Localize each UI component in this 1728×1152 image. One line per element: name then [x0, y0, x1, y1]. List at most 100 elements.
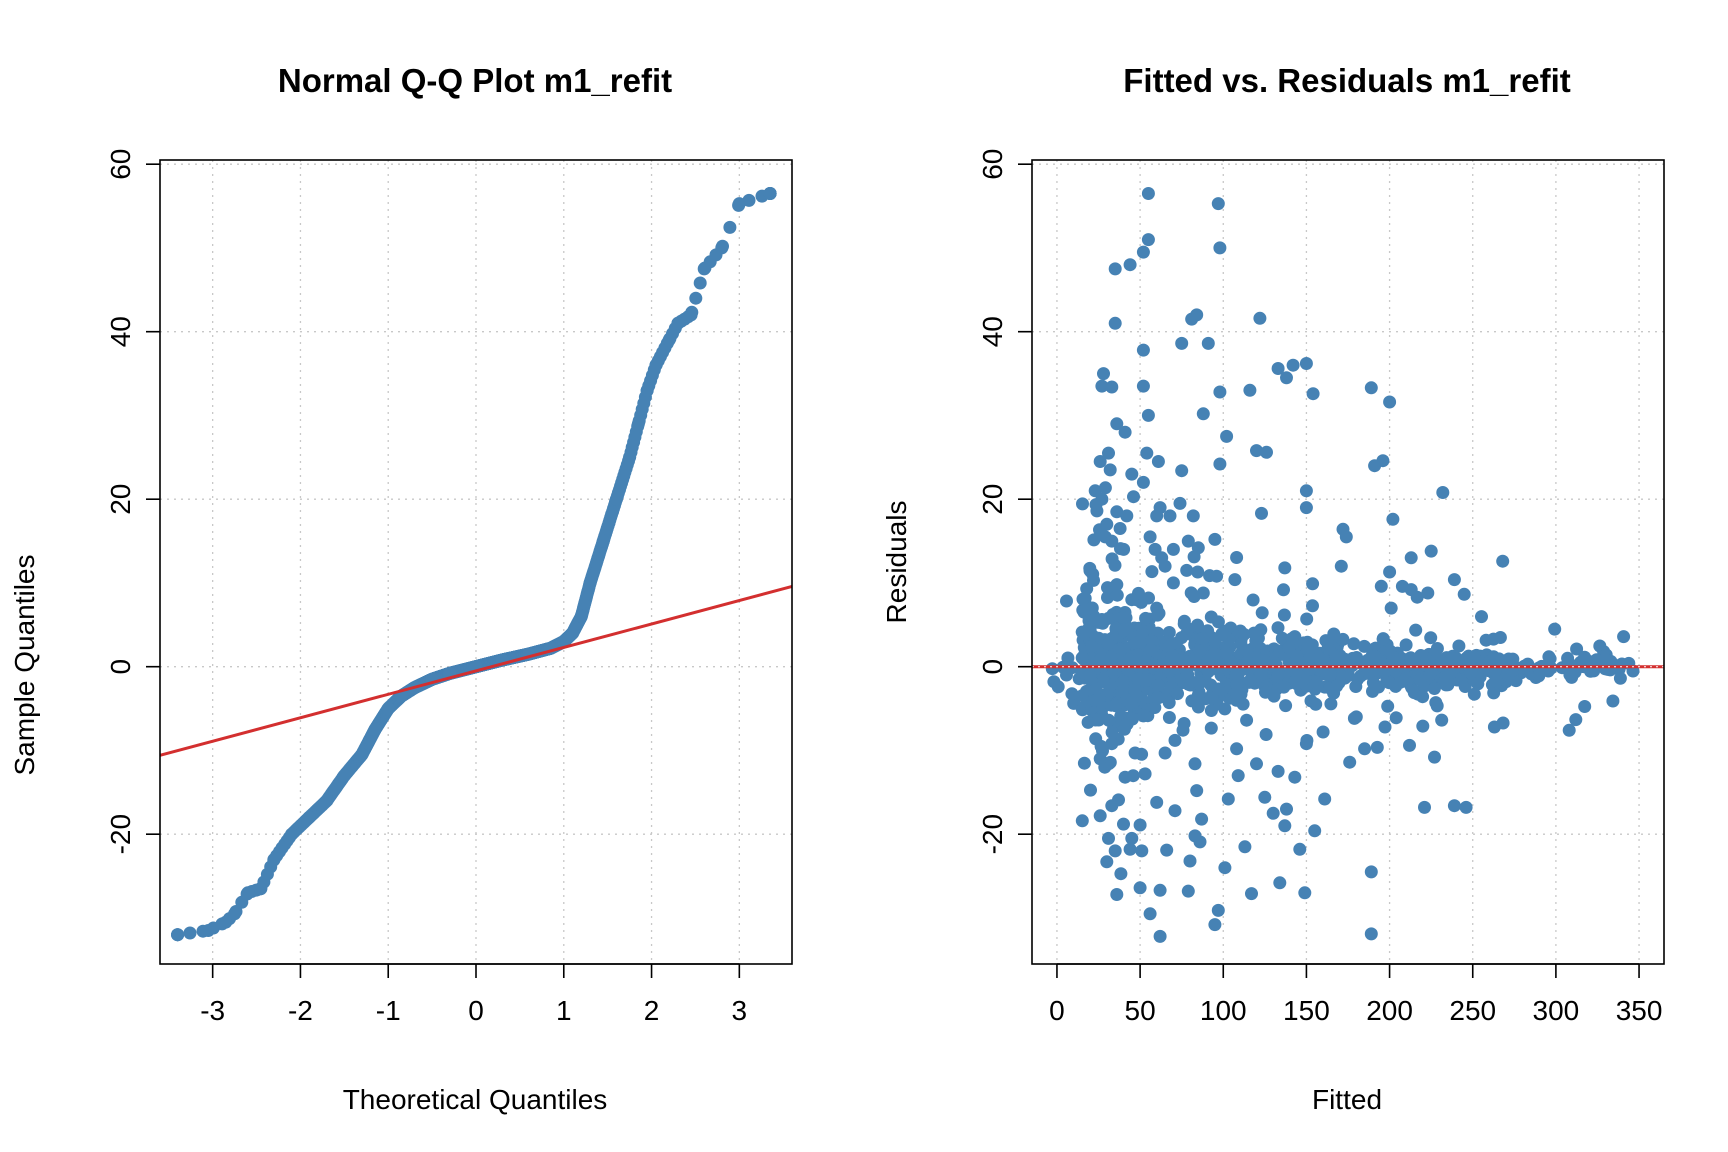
- residual-point: [1267, 689, 1281, 703]
- residual-point: [1089, 682, 1103, 696]
- residual-point: [1207, 647, 1221, 661]
- residual-point: [1110, 578, 1124, 592]
- residual-point: [1083, 561, 1097, 575]
- qq-x-tick-label: 1: [556, 995, 572, 1026]
- residual-point: [1180, 563, 1194, 577]
- residual-point: [1381, 699, 1395, 713]
- residual-point: [1196, 407, 1210, 421]
- residual-point: [1378, 720, 1392, 734]
- residual-point: [1095, 379, 1109, 393]
- qq-point: [320, 794, 334, 808]
- residual-point: [1506, 652, 1520, 666]
- residual-point: [1404, 583, 1418, 597]
- residual-point: [1293, 842, 1307, 856]
- residual-point: [1168, 804, 1182, 818]
- qq-x-axis-label: Theoretical Quantiles: [343, 1084, 608, 1115]
- qq-point: [302, 810, 316, 824]
- qq-y-tick-label: 60: [105, 149, 136, 180]
- residual-point: [1428, 750, 1441, 764]
- residual-point: [1166, 542, 1180, 556]
- residual-point: [1105, 534, 1119, 548]
- qq-x-tick-label: -1: [376, 995, 401, 1026]
- qq-point: [671, 316, 685, 330]
- rv-y-tick-label: 60: [977, 149, 1008, 180]
- residual-point: [1334, 668, 1347, 682]
- residual-point: [1117, 722, 1131, 736]
- residual-point: [1258, 790, 1272, 804]
- residual-point: [1132, 672, 1146, 686]
- qq-y-tick-label: 20: [105, 484, 136, 515]
- qq-points: [171, 187, 777, 942]
- residual-point: [1162, 696, 1176, 710]
- residual-point: [1376, 632, 1390, 646]
- residual-point: [1117, 623, 1131, 637]
- residual-point: [1168, 733, 1182, 747]
- residual-point: [1108, 262, 1122, 276]
- residual-point: [1196, 586, 1210, 600]
- residual-point: [1279, 699, 1293, 713]
- residual-point: [1220, 429, 1234, 443]
- residual-point: [1121, 663, 1135, 677]
- qq-y-tick-label: 0: [105, 659, 136, 675]
- residual-point: [1190, 784, 1204, 798]
- residual-point: [1125, 593, 1139, 607]
- residual-point: [1304, 694, 1318, 708]
- qq-point: [574, 609, 588, 623]
- residual-point: [1404, 651, 1418, 665]
- residual-point: [1447, 573, 1461, 587]
- qq-x-tick-label: -2: [288, 995, 313, 1026]
- residual-point: [1421, 586, 1435, 600]
- residual-point: [1230, 742, 1244, 756]
- residual-point: [1339, 530, 1353, 544]
- residual-point: [1280, 802, 1293, 816]
- qq-point: [649, 358, 663, 372]
- rv-x-tick-label: 350: [1616, 995, 1663, 1026]
- qq-point: [368, 723, 382, 736]
- residual-point: [1147, 658, 1161, 672]
- qq-x-tick-label: 3: [732, 995, 748, 1026]
- residual-point: [1140, 446, 1154, 460]
- residual-point: [1349, 680, 1363, 693]
- residual-point: [1204, 721, 1218, 735]
- residual-point: [1190, 308, 1204, 322]
- residual-point: [1213, 385, 1227, 399]
- residual-point: [1051, 680, 1065, 694]
- residual-point: [1125, 467, 1139, 481]
- residual-point: [1114, 867, 1128, 881]
- qq-point: [583, 576, 597, 590]
- residual-point: [1158, 559, 1172, 573]
- qq-point: [381, 702, 395, 716]
- residual-point: [1100, 855, 1114, 869]
- residual-point: [1101, 611, 1115, 625]
- residual-point: [1429, 696, 1443, 710]
- residual-point: [1113, 522, 1127, 535]
- residual-point: [1330, 679, 1344, 693]
- residual-point: [1562, 723, 1576, 737]
- residual-point: [1150, 795, 1164, 809]
- residual-point: [1306, 599, 1319, 613]
- residual-point: [1288, 770, 1302, 784]
- residual-point: [1245, 887, 1258, 901]
- residuals-y-axis: -20 0 20 40 60: [977, 149, 1032, 854]
- residual-point: [1271, 764, 1285, 778]
- residual-point: [1110, 888, 1124, 901]
- residual-point: [1277, 680, 1291, 694]
- residual-point: [1278, 819, 1292, 833]
- residual-point: [1464, 666, 1478, 680]
- residual-point: [1136, 379, 1150, 393]
- residual-point: [1290, 649, 1304, 663]
- residual-point: [1218, 702, 1232, 716]
- residual-point: [1228, 573, 1242, 587]
- residual-point: [1475, 610, 1488, 624]
- residual-point: [1209, 633, 1222, 647]
- residual-point: [1368, 459, 1382, 473]
- residual-point: [1084, 783, 1097, 797]
- residual-point: [1142, 591, 1155, 605]
- residual-point: [1186, 509, 1200, 523]
- residual-point: [1075, 814, 1089, 828]
- residual-point: [1289, 666, 1303, 679]
- residual-point: [1370, 740, 1384, 754]
- residual-point: [1213, 241, 1227, 255]
- rv-y-tick-label: 0: [977, 659, 1008, 675]
- residual-point: [1195, 812, 1209, 826]
